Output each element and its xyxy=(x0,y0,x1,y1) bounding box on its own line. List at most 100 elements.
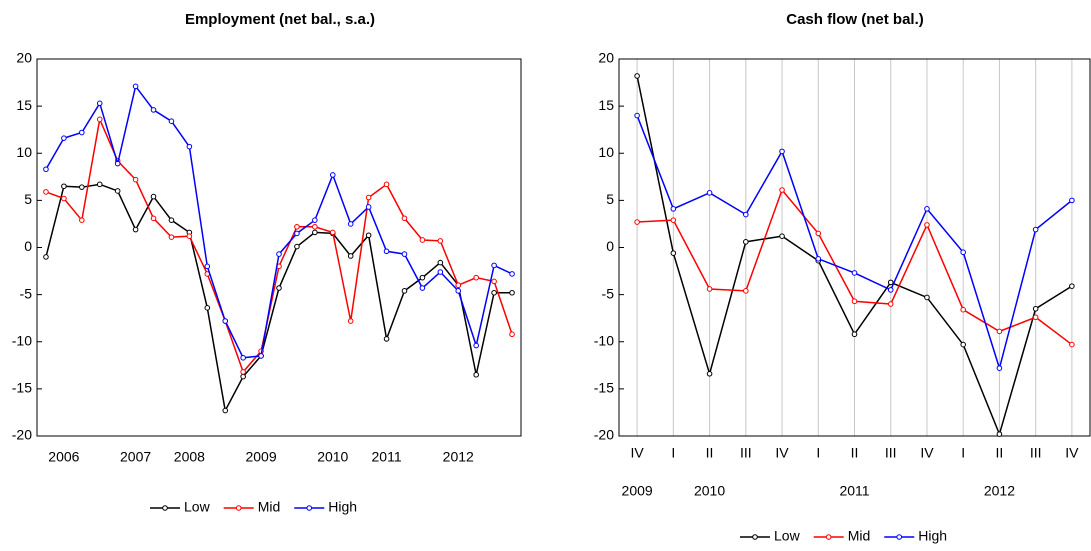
marker xyxy=(634,73,640,79)
series-line xyxy=(45,183,513,413)
marker xyxy=(509,331,515,338)
marker xyxy=(887,279,894,286)
legend-marker xyxy=(235,505,242,511)
marker xyxy=(1069,197,1075,204)
marker xyxy=(491,278,497,285)
marker xyxy=(150,107,157,113)
marker xyxy=(851,331,858,338)
x-tick-label: II xyxy=(851,445,859,461)
x-tick-label: 2011 xyxy=(372,449,402,465)
x-group-label: 2011 xyxy=(839,483,869,499)
legend-label: High xyxy=(328,499,357,515)
marker xyxy=(347,253,354,259)
marker xyxy=(96,181,103,188)
x-tick-label: I xyxy=(816,445,820,461)
marker xyxy=(312,217,318,223)
marker xyxy=(61,183,67,190)
marker xyxy=(329,229,336,236)
marker xyxy=(347,318,354,324)
marker xyxy=(887,287,894,293)
x-tick-label: 2006 xyxy=(48,449,79,465)
marker xyxy=(743,211,749,218)
marker xyxy=(204,263,211,270)
marker xyxy=(960,306,966,313)
marker xyxy=(114,188,121,194)
x-tick-label: 2008 xyxy=(174,449,205,465)
marker xyxy=(132,176,139,183)
marker xyxy=(1069,341,1075,348)
marker xyxy=(43,166,49,173)
x-tick-label: IV xyxy=(920,445,934,461)
x-tick-label: III xyxy=(740,445,752,461)
marker xyxy=(96,116,103,123)
marker xyxy=(79,129,85,136)
marker xyxy=(365,204,372,210)
series-line xyxy=(45,84,513,359)
y-tick-label: 20 xyxy=(598,50,614,66)
y-tick-label: -15 xyxy=(12,380,32,396)
marker xyxy=(114,160,121,167)
legend-marker xyxy=(825,534,832,540)
chart-title: Cash flow (net bal.) xyxy=(786,11,924,28)
marker xyxy=(96,100,103,107)
legend-marker xyxy=(896,534,903,540)
y-tick-label: 0 xyxy=(606,238,614,254)
marker xyxy=(1032,314,1039,321)
y-tick-label: 0 xyxy=(24,238,32,254)
x-tick-label: IV xyxy=(630,445,644,461)
marker xyxy=(455,282,462,289)
x-tick-label: 2007 xyxy=(120,449,151,465)
marker xyxy=(1032,226,1039,233)
marker xyxy=(996,365,1003,371)
marker xyxy=(294,230,300,237)
marker xyxy=(383,248,390,255)
marker xyxy=(240,373,246,380)
marker xyxy=(491,262,497,269)
marker xyxy=(924,222,930,228)
marker xyxy=(887,301,894,307)
marker xyxy=(294,243,300,250)
marker xyxy=(960,249,966,256)
y-tick-label: 10 xyxy=(598,144,614,160)
marker xyxy=(329,172,336,178)
marker xyxy=(150,215,157,222)
x-tick-label: I xyxy=(961,445,965,461)
marker xyxy=(779,187,785,193)
marker xyxy=(79,184,85,190)
marker xyxy=(222,407,229,414)
marker xyxy=(383,181,390,188)
legend-label: Mid xyxy=(258,499,281,515)
marker xyxy=(365,232,372,239)
marker xyxy=(43,189,49,195)
marker xyxy=(61,135,67,141)
y-tick-label: -5 xyxy=(20,285,33,301)
x-tick-label: 2012 xyxy=(443,449,474,465)
marker xyxy=(670,250,677,256)
marker xyxy=(815,256,822,262)
x-tick-label: IV xyxy=(1065,445,1079,461)
legend-label: Low xyxy=(774,528,801,544)
x-tick-label: IV xyxy=(775,445,789,461)
marker xyxy=(168,234,175,240)
marker xyxy=(779,233,785,239)
y-tick-label: 5 xyxy=(24,191,32,207)
legend-marker xyxy=(752,534,758,540)
x-group-label: 2010 xyxy=(694,483,725,499)
marker xyxy=(996,431,1003,437)
x-tick-label: III xyxy=(885,445,897,461)
marker xyxy=(509,289,515,296)
marker xyxy=(383,336,390,342)
marker xyxy=(312,229,318,236)
x-tick-label: 2010 xyxy=(317,449,348,465)
y-tick-label: 15 xyxy=(598,97,614,113)
marker xyxy=(437,269,444,275)
marker xyxy=(473,342,479,349)
x-tick-label: II xyxy=(996,445,1004,461)
marker xyxy=(168,217,175,223)
legend-marker xyxy=(306,505,313,511)
marker xyxy=(312,223,318,230)
x-tick-label: 2009 xyxy=(245,449,276,465)
x-tick-label: III xyxy=(1030,445,1042,461)
plot-frame xyxy=(36,58,522,437)
